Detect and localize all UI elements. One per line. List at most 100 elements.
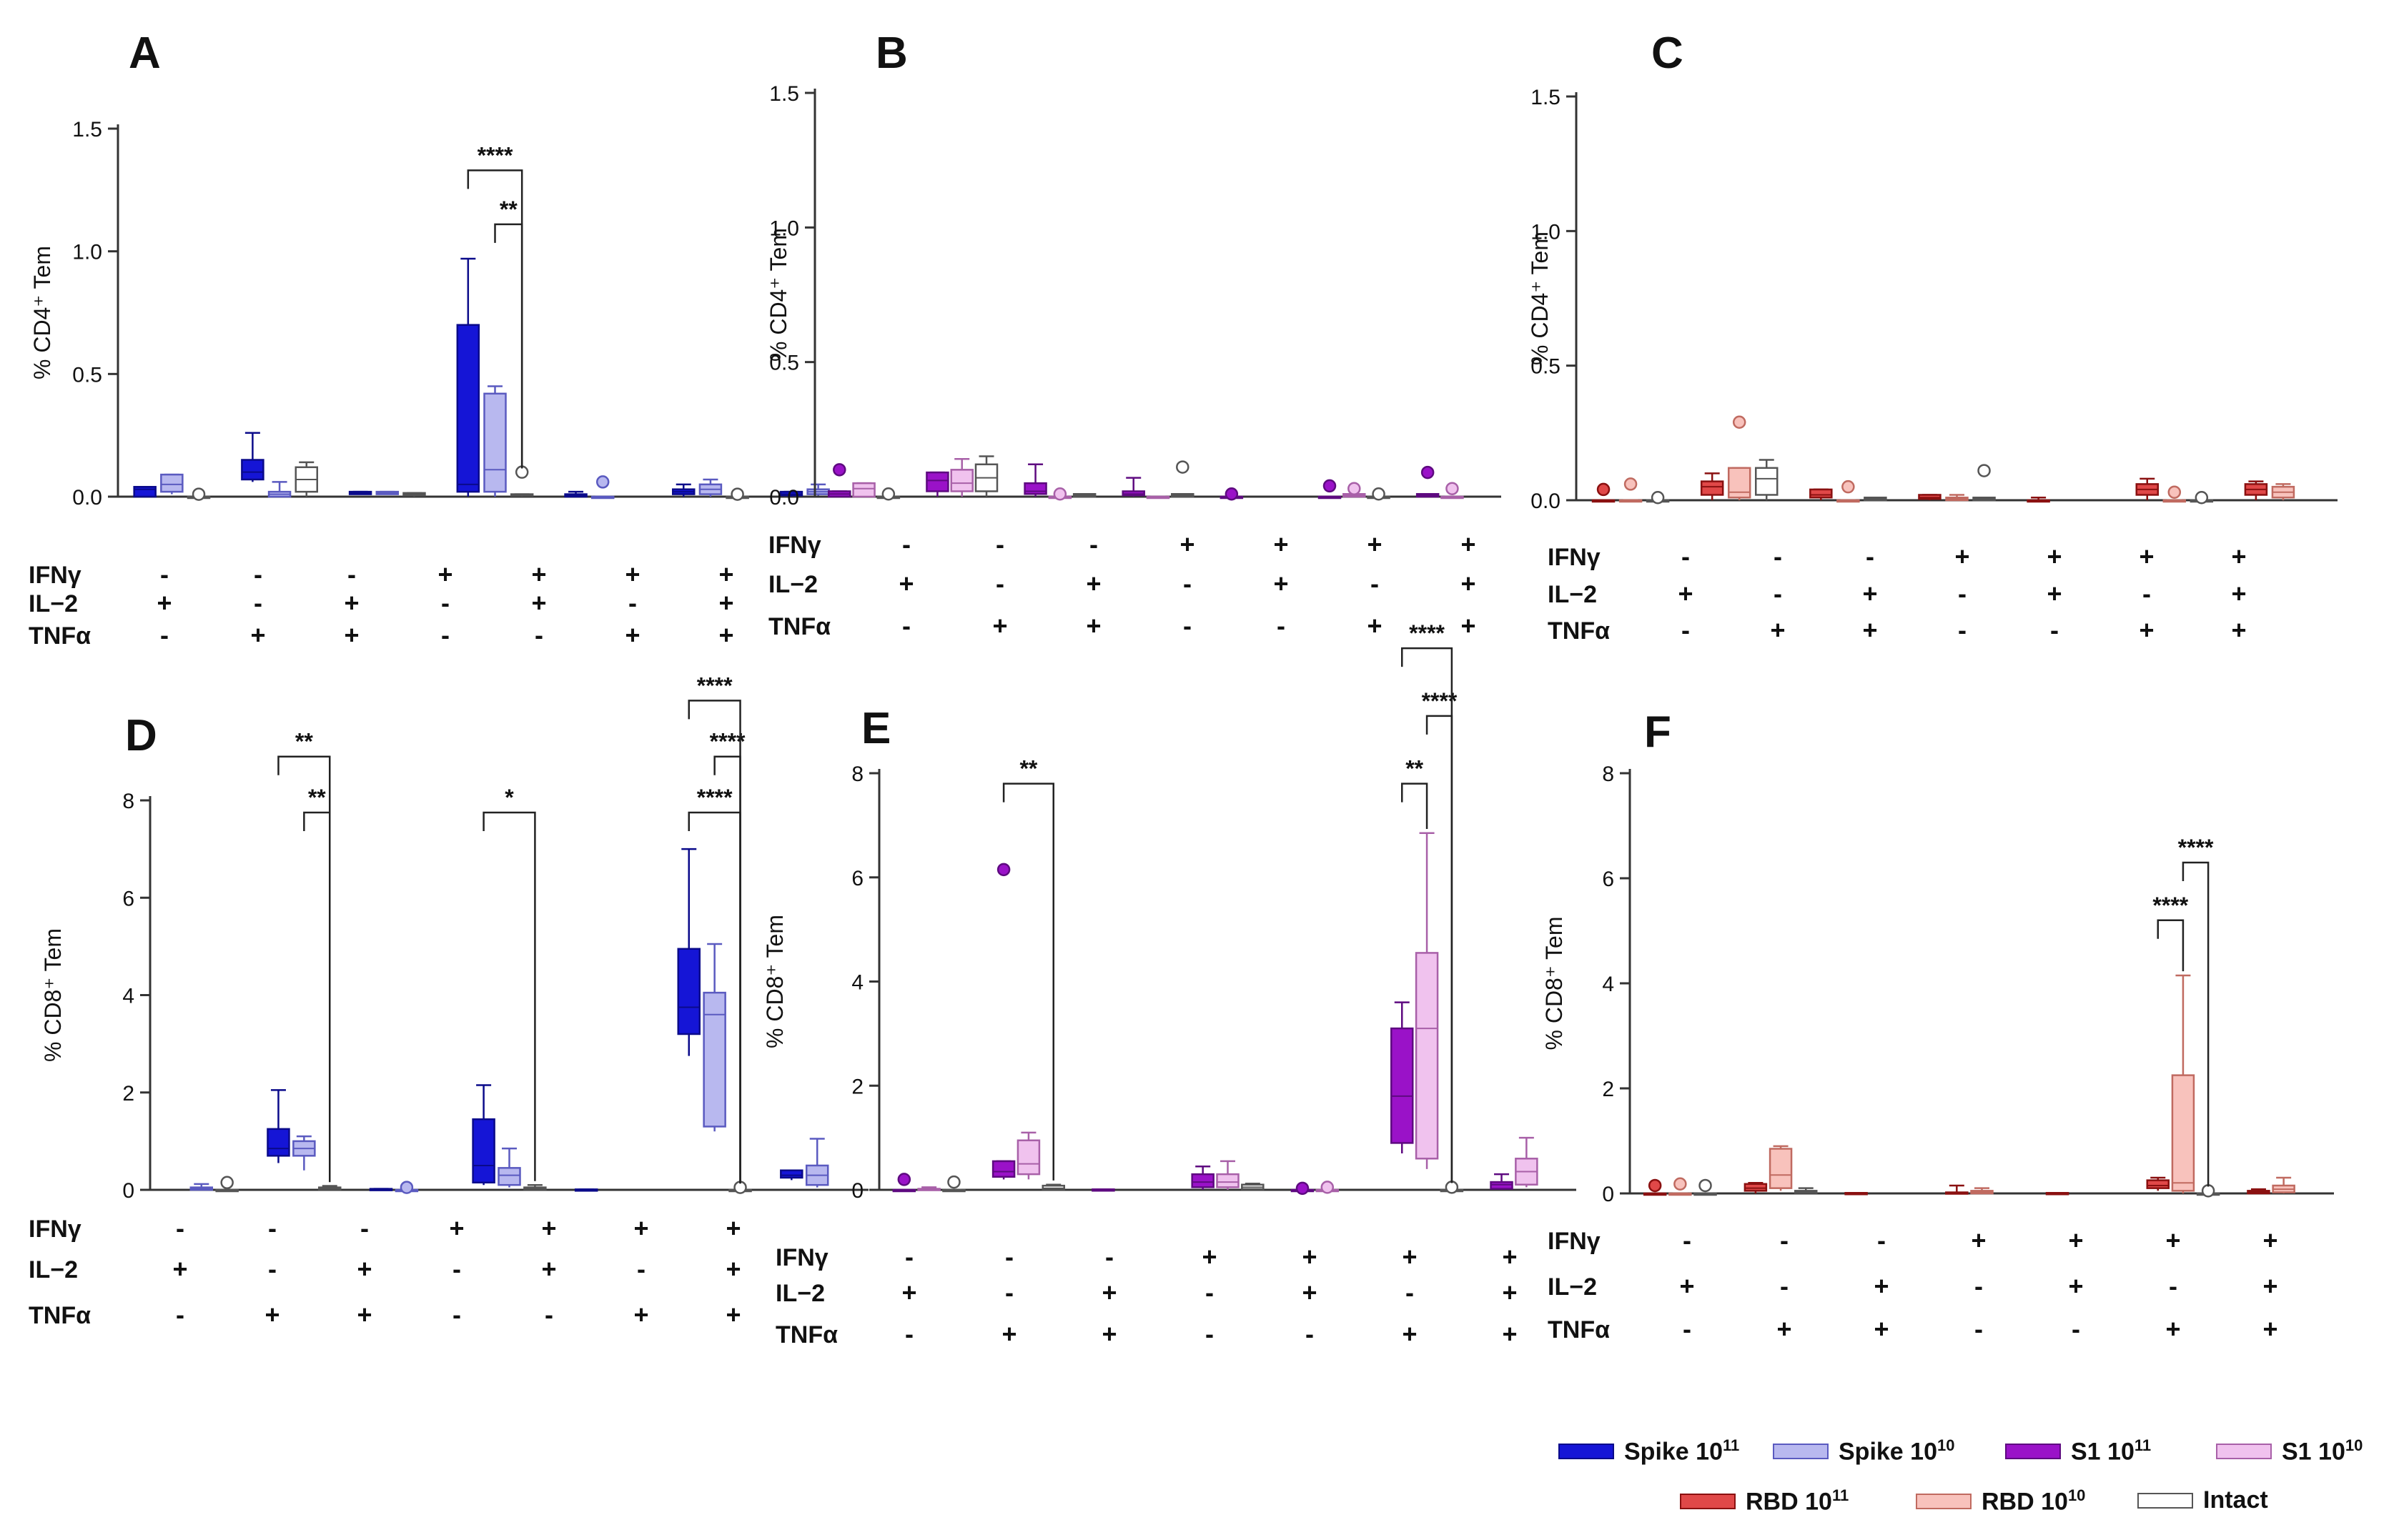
- condition-sign-f-2-6: -: [2169, 1271, 2177, 1301]
- condition-sign-a-2-1: +: [157, 588, 172, 617]
- sig-d-6-label: ****: [697, 672, 733, 698]
- y-tick-label-e-2: 4: [851, 971, 864, 995]
- box-c-g3-rbd11: [1809, 488, 1833, 499]
- condition-sign-b-2-3: +: [1086, 569, 1101, 598]
- box-a-g1-spike11: [133, 486, 157, 498]
- condition-sign-f-3-3: +: [1874, 1314, 1889, 1343]
- condition-sign-c-2-4: -: [1958, 579, 1967, 608]
- box-c-g2-intact: [1755, 467, 1779, 496]
- box-e-g5-s1_11-outlier-1: [1295, 1181, 1310, 1196]
- condition-sign-a-1-5: +: [531, 560, 546, 589]
- condition-sign-c-1-2: -: [1774, 542, 1782, 571]
- sig-d-3-label: *: [505, 785, 514, 810]
- sig-e-4-label: ****: [1409, 620, 1445, 646]
- box-c-g2-rbd10-outlier-1: [1732, 415, 1746, 429]
- y-tick-label-d-2: 4: [122, 985, 134, 1008]
- condition-sign-d-2-7: +: [726, 1254, 741, 1283]
- condition-label-d-2: IL−2: [29, 1256, 78, 1283]
- box-f-g6-intact-outlier-1: [2201, 1184, 2215, 1198]
- sig-a-2-label: **: [500, 197, 518, 222]
- condition-label-d-1: IFNγ: [29, 1216, 81, 1243]
- sig-d-4-label: ****: [697, 785, 733, 810]
- condition-sign-f-2-5: +: [2068, 1271, 2083, 1301]
- box-a-g1-intact-outlier-1: [192, 487, 206, 501]
- condition-sign-e-3-7: +: [1502, 1319, 1517, 1348]
- legend-label-spike10: Spike 1010: [1839, 1436, 1955, 1466]
- y-tick-label-a-2: 1.0: [72, 241, 102, 264]
- condition-sign-e-2-2: -: [1005, 1278, 1014, 1307]
- box-c-g1-rbd10-outlier-1: [1623, 477, 1638, 491]
- condition-sign-c-3-4: -: [1958, 615, 1967, 645]
- condition-sign-d-2-2: -: [268, 1254, 277, 1283]
- box-d-g7-spike11: [780, 1169, 803, 1179]
- y-tick-label-c-1: 0.5: [1530, 355, 1560, 379]
- box-b-g6-s1_11-outlier-1: [1322, 479, 1337, 493]
- box-b-g6-s1_10-outlier-1: [1347, 482, 1361, 495]
- y-tick-label-e-4: 8: [851, 762, 864, 786]
- box-f-g1-rbd10-outlier-1: [1673, 1177, 1687, 1191]
- condition-sign-a-3-4: -: [441, 620, 450, 650]
- box-f-g2-rbd10: [1769, 1148, 1793, 1189]
- condition-sign-d-1-1: -: [176, 1213, 184, 1243]
- box-c-g6-intact-outlier-1: [2195, 490, 2209, 505]
- box-c-g2-rbd11: [1700, 480, 1724, 496]
- y-tick-label-c-0: 0.0: [1530, 490, 1560, 513]
- condition-sign-f-3-7: +: [2262, 1314, 2277, 1343]
- box-d-g4-spike11: [472, 1118, 495, 1184]
- condition-label-b-3: TNFα: [768, 613, 831, 640]
- y-axis-label-d: % CD8⁺ Tem: [40, 928, 66, 1062]
- condition-sign-f-1-5: +: [2068, 1226, 2083, 1255]
- condition-label-c-1: IFNγ: [1548, 544, 1601, 571]
- box-b-g3-s1_11: [1024, 482, 1047, 495]
- condition-sign-b-1-6: +: [1367, 530, 1382, 559]
- condition-sign-b-1-2: -: [996, 530, 1004, 559]
- condition-sign-e-2-5: +: [1302, 1278, 1317, 1307]
- box-e-g2-s1_11: [991, 1160, 1016, 1178]
- legend-item-rbd11: RBD 1011: [1680, 1486, 1849, 1516]
- condition-sign-c-2-7: +: [2231, 579, 2246, 608]
- condition-label-a-3: TNFα: [29, 622, 91, 650]
- box-e-g4-s1_11: [1191, 1173, 1215, 1188]
- box-d-g6-spike10: [703, 991, 726, 1128]
- condition-sign-f-3-1: -: [1683, 1314, 1691, 1343]
- box-c-g3-rbd10-outlier-1: [1841, 480, 1855, 494]
- legend-swatch-rbd11: [1680, 1493, 1736, 1509]
- legend-label-intact: Intact: [2203, 1486, 2268, 1514]
- condition-sign-b-3-5: -: [1277, 611, 1285, 640]
- box-e-g6-s1_11: [1390, 1027, 1414, 1144]
- sig-d-6-bracket: [688, 700, 741, 1184]
- condition-sign-d-1-4: +: [449, 1213, 464, 1243]
- box-f-g1-rbd11-outlier-1: [1648, 1178, 1662, 1193]
- condition-sign-a-3-1: -: [160, 620, 169, 650]
- condition-label-b-2: IL−2: [768, 571, 818, 598]
- legend-item-spike11: Spike 1011: [1558, 1436, 1739, 1466]
- condition-sign-c-1-7: +: [2231, 542, 2246, 571]
- box-a-g2-spike11: [241, 459, 264, 481]
- legend-label-rbd11: RBD 1011: [1746, 1486, 1849, 1516]
- condition-sign-d-1-2: -: [268, 1213, 277, 1243]
- box-e-g6-s1_10: [1415, 952, 1439, 1160]
- condition-sign-c-3-6: +: [2139, 615, 2154, 645]
- condition-sign-b-3-7: +: [1460, 611, 1475, 640]
- y-tick-label-a-0: 0.0: [72, 486, 102, 510]
- box-c-g2-rbd10: [1727, 467, 1751, 499]
- box-a-g6-intact-outlier-1: [731, 487, 744, 501]
- y-tick-label-f-2: 4: [1602, 973, 1614, 996]
- condition-sign-b-2-7: +: [1460, 569, 1475, 598]
- condition-sign-b-3-6: +: [1367, 611, 1382, 640]
- y-tick-label-c-2: 1.0: [1530, 220, 1560, 244]
- condition-sign-a-3-2: +: [250, 620, 265, 650]
- condition-sign-b-1-3: -: [1089, 530, 1098, 559]
- box-d-g3-spike10-outlier-1: [400, 1181, 414, 1194]
- legend-item-rbd10: RBD 1010: [1916, 1486, 2085, 1516]
- condition-sign-c-3-7: +: [2231, 615, 2246, 645]
- condition-sign-a-1-2: -: [254, 560, 262, 589]
- condition-sign-c-1-3: -: [1866, 542, 1874, 571]
- condition-sign-f-1-1: -: [1683, 1226, 1691, 1255]
- condition-label-f-2: IL−2: [1548, 1273, 1597, 1301]
- condition-sign-f-1-7: +: [2262, 1226, 2277, 1255]
- box-f-g1-intact-outlier-1: [1698, 1178, 1712, 1193]
- y-tick-label-f-4: 8: [1602, 762, 1614, 786]
- sig-e-2-label: **: [1405, 756, 1423, 782]
- condition-sign-a-1-4: +: [437, 560, 452, 589]
